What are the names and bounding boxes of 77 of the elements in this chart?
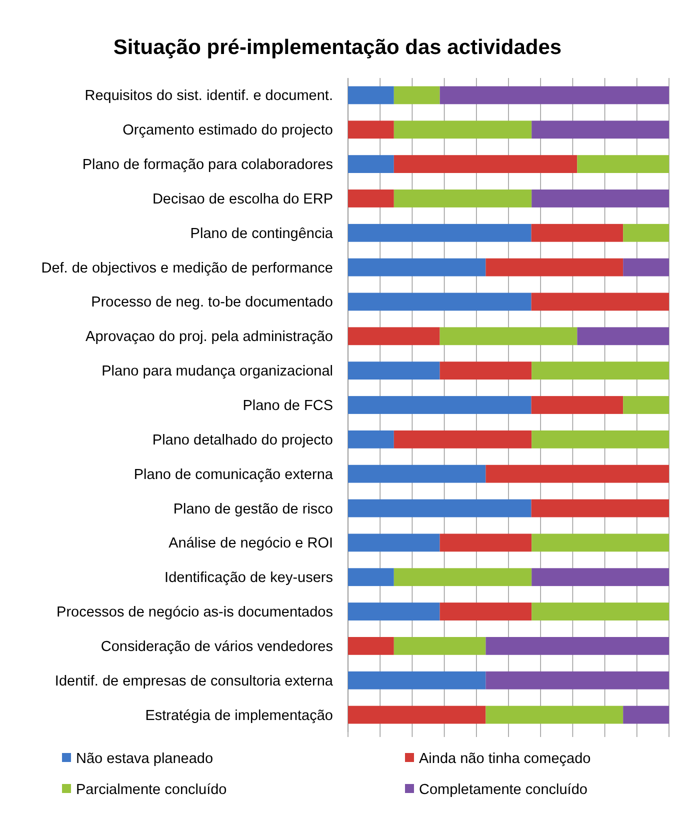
bar [348,499,532,518]
bar [348,671,486,690]
bar [348,706,486,724]
bar [348,602,440,620]
bar [394,568,532,586]
bar [532,190,669,208]
bar [348,362,440,380]
y-tick-label: Orçamento estimado do projecto [122,122,333,139]
bar [531,224,624,242]
y-tick-label: Plano de gestão de risco [173,501,333,518]
bar [440,534,532,552]
legend-label: Completamente concluído [419,782,588,798]
bar [394,86,440,104]
y-tick-label: Aprovaçao do proj. pela administração [86,329,333,346]
bar [348,637,394,655]
y-tick-label: Processo de neg. to-be documentado [91,294,333,311]
bar [394,190,532,208]
bar [348,292,532,311]
bar [486,258,624,276]
bar [348,430,394,448]
bar [348,534,440,552]
y-tick-label: Processos de negócio as-is documentados [56,604,333,621]
y-tick-label: Plano de comunicação externa [134,466,334,483]
legend-label: Parcialmente concluído [76,782,227,798]
bar [531,396,624,414]
bar [394,155,578,173]
y-tick-label: Plano detalhado do projecto [152,432,333,448]
bar [577,155,669,173]
bar [348,224,532,242]
y-tick-label: Plano para mudança organizacional [102,364,333,380]
bar [532,430,669,448]
y-tick-label: Estratégia de implementação [145,708,333,724]
legend-label: Não estava planeado [76,751,214,767]
bar [623,396,669,414]
bar [486,464,669,483]
bar [440,602,532,620]
bar [394,637,486,655]
bar [348,155,394,173]
bar [532,602,669,620]
bar [623,706,669,724]
y-tick-label: Plano de contingência [190,226,334,242]
bar [532,568,669,586]
bar [623,224,669,242]
bar [440,327,578,346]
legend-label: Ainda não tinha começado [419,751,591,767]
bar [348,327,440,346]
bar [532,120,669,139]
y-tick-label: Consideração de vários vendedores [100,638,333,655]
bar [348,86,394,104]
y-tick-label: Decisao de escolha do ERP [152,191,333,208]
bar [348,396,532,414]
bar [348,568,394,586]
y-tick-label: Plano de formação para colaboradores [82,157,333,174]
bar [623,258,669,276]
bar [394,430,532,448]
chart-title: Situação pré-implementação das actividades [113,36,562,59]
y-tick-label: Def. de objectivos e medição de performance [41,260,333,276]
y-tick-label: Plano de FCS [242,398,333,414]
bar [531,499,669,518]
y-tick-label: Requisitos do sist. identif. e document. [84,88,333,104]
y-tick-label: Identif. de empresas de consultoria externa [54,673,334,690]
y-tick-label: Identificação de key-users [164,570,333,586]
bar [486,671,669,690]
bar [440,362,532,380]
bar [440,86,669,104]
bar [486,706,624,724]
bar [348,190,394,208]
bar [348,120,394,139]
y-tick-label: Análise de negócio e ROI [168,536,333,552]
bar [348,258,486,276]
bar [348,464,486,483]
bar [394,120,532,139]
bar [486,637,669,655]
bar [531,292,669,311]
bar [577,327,669,346]
bar [532,534,669,552]
bar [532,362,669,380]
